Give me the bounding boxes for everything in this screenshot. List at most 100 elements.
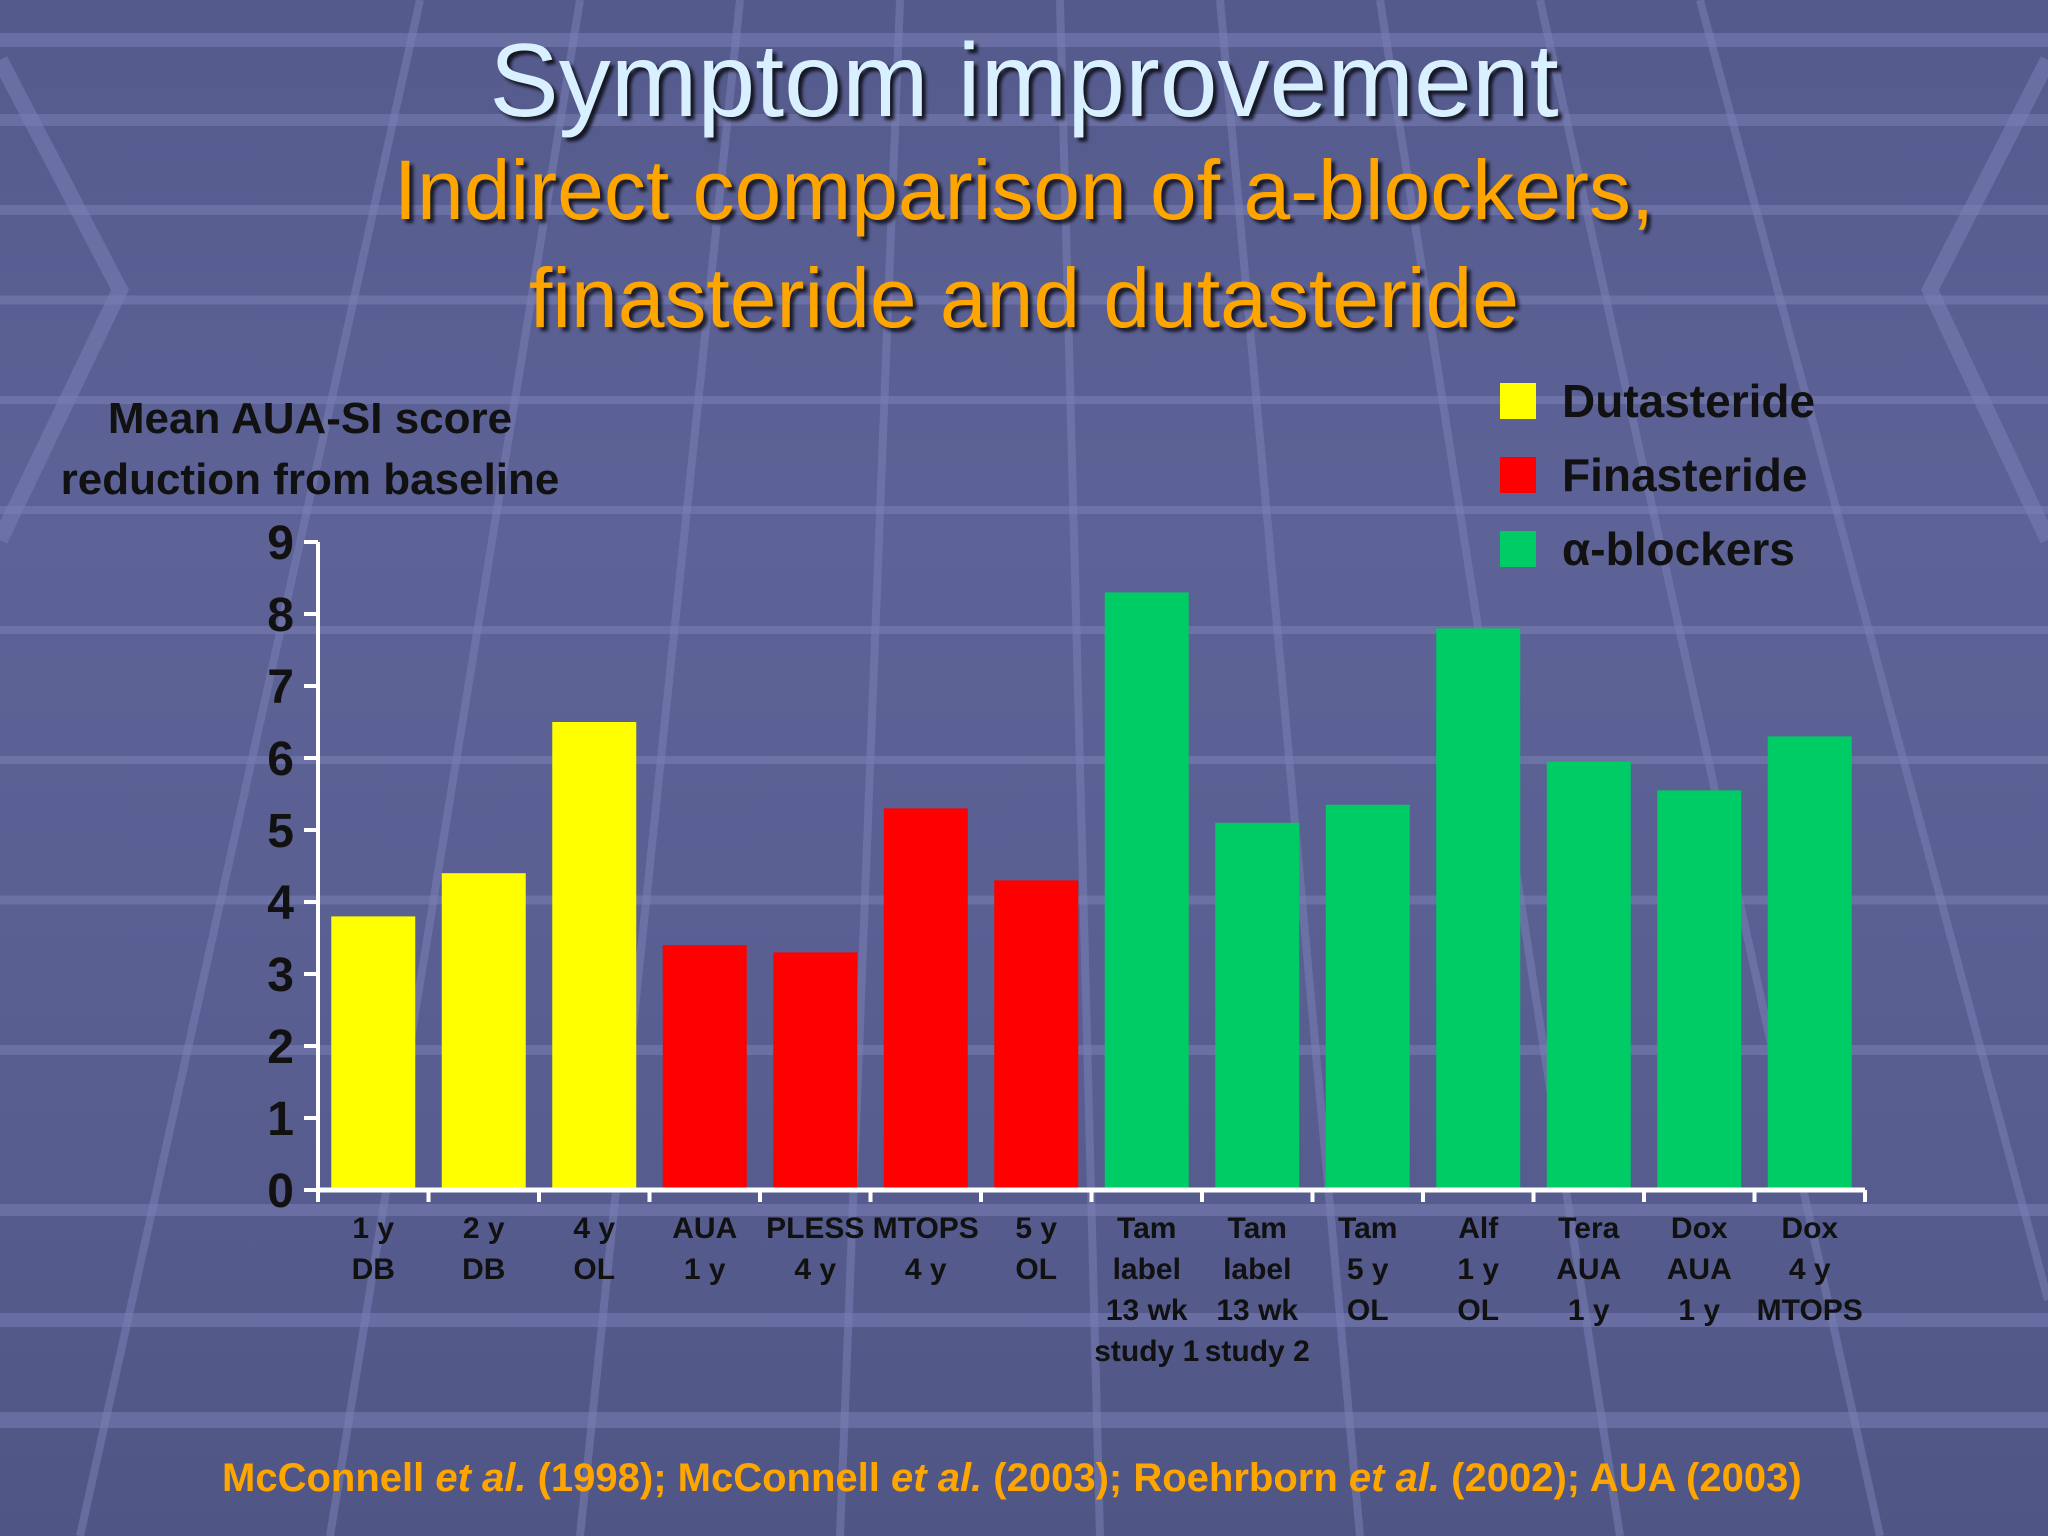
x-tick-label-7-line-1: label bbox=[1113, 1253, 1181, 1286]
bar-13 bbox=[1767, 736, 1852, 1190]
bar-8 bbox=[1215, 822, 1300, 1190]
subtitle-line-1: Indirect comparison of a-blockers, bbox=[393, 143, 1655, 237]
bar-11 bbox=[1546, 761, 1631, 1190]
subtitle-line-2: finasteride and dutasteride bbox=[529, 251, 1519, 345]
x-tick-label-8: Tam label 13 wk study 2 bbox=[1205, 1212, 1310, 1368]
x-tick-label-13-line-0: Dox bbox=[1781, 1212, 1838, 1245]
y-axis-label-line-1: Mean AUA-SI score bbox=[107, 394, 513, 443]
legend-swatch-alpha-blockers bbox=[1500, 531, 1536, 567]
x-tick-label-10-line-1: 1 y bbox=[1457, 1253, 1499, 1286]
x-tick-label-11-line-0: Tera bbox=[1558, 1212, 1619, 1245]
x-tick-label-3: AUA 1 y bbox=[672, 1212, 737, 1286]
y-tick-label-6: 6 bbox=[267, 733, 294, 786]
x-tick-label-6: 5 y OL bbox=[1015, 1212, 1057, 1286]
x-tick-label-0-line-1: DB bbox=[352, 1253, 395, 1286]
x-tick-label-12-line-1: AUA bbox=[1667, 1253, 1732, 1286]
x-tick-label-12: Dox AUA 1 y bbox=[1667, 1212, 1732, 1327]
legend-item-dutasteride: Dutasteride bbox=[1500, 364, 1815, 438]
y-axis-label: Mean AUA-SI score reduction from baselin… bbox=[20, 388, 600, 510]
x-tick-label-6-line-1: OL bbox=[1015, 1253, 1057, 1286]
x-tick-label-1-line-1: DB bbox=[462, 1253, 505, 1286]
y-tick-label-9: 9 bbox=[267, 517, 294, 570]
x-tick-label-4-line-1: 4 y bbox=[794, 1253, 836, 1286]
bar-9 bbox=[1325, 804, 1410, 1190]
x-tick-label-5-line-1: 4 y bbox=[905, 1253, 947, 1286]
bar-0 bbox=[331, 916, 416, 1190]
x-tick-label-11: Tera AUA 1 y bbox=[1556, 1212, 1621, 1327]
x-tick-label-1-line-0: 2 y bbox=[463, 1212, 505, 1245]
y-tick-label-2: 2 bbox=[267, 1021, 294, 1074]
x-tick-label-3-line-0: AUA bbox=[672, 1212, 737, 1245]
y-tick-label-4: 4 bbox=[267, 877, 294, 930]
x-tick-label-11-line-1: AUA bbox=[1556, 1253, 1621, 1286]
citation-part-2: (1998); McConnell bbox=[526, 1456, 892, 1500]
citation-part-6: (2002); AUA (2003) bbox=[1440, 1456, 1802, 1500]
x-tick-label-0: 1 y DB bbox=[352, 1212, 395, 1286]
x-tick-label-5: MTOPS 4 y bbox=[873, 1212, 979, 1286]
x-tick-label-4: PLESS 4 y bbox=[766, 1212, 864, 1286]
x-tick-label-8-line-2: 13 wk bbox=[1216, 1294, 1298, 1327]
x-tick-label-2-line-0: 4 y bbox=[573, 1212, 615, 1245]
legend-label-finasteride: Finasteride bbox=[1562, 449, 1808, 501]
x-tick-label-11-line-2: 1 y bbox=[1568, 1294, 1610, 1327]
citation-part-0: McConnell bbox=[222, 1456, 436, 1500]
x-tick-label-10-line-0: Alf bbox=[1458, 1212, 1499, 1245]
x-tick-label-7-line-0: Tam bbox=[1117, 1212, 1176, 1245]
bar-4 bbox=[773, 952, 858, 1190]
bar-10 bbox=[1436, 628, 1521, 1190]
chart-legend: Dutasteride Finasteride α-blockers bbox=[1500, 364, 1815, 586]
bar-1 bbox=[441, 873, 526, 1190]
x-tick-label-2: 4 y OL bbox=[573, 1212, 615, 1286]
citation: McConnell et al. (1998); McConnell et al… bbox=[222, 1456, 1802, 1501]
x-tick-label-8-line-0: Tam bbox=[1228, 1212, 1287, 1245]
x-tick-label-13-line-1: 4 y bbox=[1789, 1253, 1831, 1286]
y-tick-label-1: 1 bbox=[267, 1093, 294, 1146]
bar-chart: 1 y DB 2 y DB 4 y OL AUA 1 y PLESS 4 y MTOPS 4 y 5 y… bbox=[267, 517, 1863, 1368]
x-tick-label-9: Tam 5 y OL bbox=[1338, 1212, 1397, 1327]
y-tick-label-0: 0 bbox=[267, 1165, 294, 1218]
x-tick-label-0-line-0: 1 y bbox=[352, 1212, 394, 1245]
x-tick-label-7-line-2: 13 wk bbox=[1106, 1294, 1188, 1327]
x-tick-label-9-line-2: OL bbox=[1347, 1294, 1389, 1327]
legend-swatch-finasteride bbox=[1500, 457, 1536, 493]
x-tick-label-10: Alf 1 y OL bbox=[1457, 1212, 1499, 1327]
x-tick-label-8-line-3: study 2 bbox=[1205, 1335, 1310, 1368]
x-tick-label-3-line-1: 1 y bbox=[684, 1253, 726, 1286]
x-tick-label-13: Dox 4 y MTOPS bbox=[1757, 1212, 1863, 1327]
x-tick-label-10-line-2: OL bbox=[1457, 1294, 1499, 1327]
slide-title: Symptom improvement bbox=[489, 23, 1559, 139]
y-tick-label-3: 3 bbox=[267, 949, 294, 1002]
y-tick-label-7: 7 bbox=[267, 661, 294, 714]
x-tick-label-8-line-1: label bbox=[1223, 1253, 1291, 1286]
x-tick-label-12-line-0: Dox bbox=[1671, 1212, 1728, 1245]
legend-label-dutasteride: Dutasteride bbox=[1562, 375, 1816, 427]
x-tick-label-5-line-0: MTOPS bbox=[873, 1212, 979, 1245]
bar-12 bbox=[1657, 790, 1742, 1190]
x-tick-label-12-line-2: 1 y bbox=[1678, 1294, 1720, 1327]
citation-part-1: et al. bbox=[435, 1456, 527, 1500]
legend-item-alpha-blockers: α-blockers bbox=[1500, 512, 1815, 586]
bar-7 bbox=[1104, 592, 1189, 1190]
citation-part-3: et al. bbox=[891, 1456, 983, 1500]
citation-part-4: (2003); Roehrborn bbox=[982, 1456, 1349, 1500]
x-tick-label-9-line-0: Tam bbox=[1338, 1212, 1397, 1245]
y-tick-label-8: 8 bbox=[267, 589, 294, 642]
bar-6 bbox=[994, 880, 1079, 1190]
legend-item-finasteride: Finasteride bbox=[1500, 438, 1815, 512]
bar-3 bbox=[662, 945, 747, 1190]
citation-part-5: et al. bbox=[1348, 1456, 1441, 1500]
bar-2 bbox=[552, 722, 637, 1190]
x-tick-label-1: 2 y DB bbox=[462, 1212, 505, 1286]
x-tick-label-9-line-1: 5 y bbox=[1347, 1253, 1389, 1286]
x-tick-label-6-line-0: 5 y bbox=[1015, 1212, 1057, 1245]
legend-swatch-dutasteride bbox=[1500, 383, 1536, 419]
y-tick-label-5: 5 bbox=[267, 805, 294, 858]
slide-subtitle: Indirect comparison of a-blockers, finas… bbox=[0, 136, 2048, 352]
x-tick-label-7: Tam label 13 wk study 1 bbox=[1094, 1212, 1199, 1368]
bar-5 bbox=[883, 808, 968, 1190]
x-tick-label-13-line-2: MTOPS bbox=[1757, 1294, 1863, 1327]
x-tick-label-2-line-1: OL bbox=[573, 1253, 615, 1286]
x-tick-label-7-line-3: study 1 bbox=[1094, 1335, 1199, 1368]
y-axis-label-line-2: reduction from baseline bbox=[60, 455, 560, 504]
